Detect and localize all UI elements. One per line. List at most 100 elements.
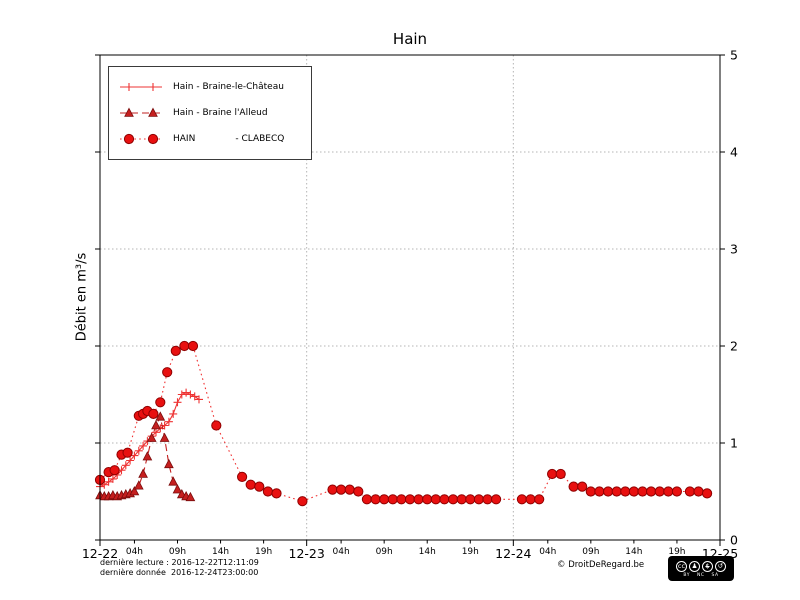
cc-license-badge[interactable]: cc ♟ $ ↺ BY NC SA [668,556,734,581]
x-major-tick-label: 12-24 [495,546,531,561]
circle-marker [262,486,273,497]
circle-marker [123,133,135,145]
circle-marker [568,481,579,492]
x-minor-tick-label: 09h [169,547,186,557]
circle-marker [516,494,528,505]
circle-marker [430,494,441,505]
circle-marker [336,484,347,495]
circle-marker [473,494,484,505]
circle-marker [482,494,493,505]
legend-item: Hain - Braine-le-Château [118,74,302,100]
x-minor-tick-label: 09h [582,547,599,557]
x-minor-tick-label: 19h [255,547,272,557]
circle-marker [396,494,407,505]
triangle-marker [138,468,148,478]
circle-marker [654,486,665,497]
circle-marker [646,486,657,497]
circle-marker [254,481,265,492]
triangle-marker [168,476,179,486]
circle-marker [327,484,338,495]
circle-marker [147,133,159,145]
triangle-marker [148,107,158,117]
triangle-marker [164,458,174,469]
circle-marker [122,447,133,458]
cc-icon: cc [676,560,687,572]
legend-key-triangle-line [120,107,162,117]
triangle-marker [151,420,161,430]
circle-marker [271,488,282,499]
x-major-tick-label: 12-22 [82,546,118,561]
circle-marker [162,367,173,378]
plus-marker [164,417,173,426]
plus-marker [152,428,160,437]
circle-marker [547,468,558,480]
triangle-marker [185,491,196,502]
y-tick-label: 5 [730,48,738,63]
circle-marker [594,486,605,497]
x-minor-tick-label: 19h [462,547,479,557]
circle-marker [663,486,674,497]
y-tick-label: 0 [730,533,738,548]
plus-marker [139,441,148,450]
plus-marker [126,456,135,465]
circle-marker [585,486,596,497]
legend-label: Hain - Braine-le-Château [173,82,284,92]
plus-marker [104,477,113,486]
plus-marker [121,461,130,470]
circle-marker [245,479,256,490]
x-minor-tick-label: 19h [668,547,685,557]
circle-marker [628,486,640,497]
triangle-marker [133,480,144,490]
x-minor-tick-label: 14h [625,547,642,557]
circle-marker [448,494,459,505]
triangle-marker [159,432,170,442]
circle-marker [155,397,166,408]
legend-label: Hain - Braine l'Alleud [173,108,268,118]
x-minor-tick-label: 04h [126,547,143,557]
plot-frame [99,54,721,541]
legend-item: Hain - Braine l'Alleud [118,100,302,126]
circle-marker [237,471,248,482]
copyright-text: © DroitDeRegard.be [557,560,645,570]
circle-marker [611,486,622,497]
cc-license-labels: BY NC SA [683,573,718,578]
cc-by-label: BY [683,572,691,578]
cc-nc-no-dollar-icon: $ [702,560,713,572]
circle-marker [525,494,536,505]
circle-marker [297,496,308,507]
x-minor-tick-label: 04h [539,547,556,557]
circle-marker [491,494,502,505]
circle-marker [671,486,683,497]
cc-sa-label: SA [711,572,719,578]
plus-marker [173,398,182,407]
plus-marker [182,388,191,397]
series-line-2 [99,345,708,502]
legend-key-circle-line [120,133,162,145]
plus-marker [125,83,133,91]
plus-marker [186,390,195,399]
circle-marker [370,494,381,505]
triangle-marker [124,107,134,117]
circle-marker [413,494,424,505]
circle-marker [361,494,372,505]
circle-marker [422,494,433,505]
triangle-marker [129,486,140,496]
plus-marker [169,409,178,418]
x-major-tick-label: 12-23 [289,546,325,561]
cc-sa-share-alike-icon: ↺ [715,560,726,572]
circle-marker [603,486,614,497]
circle-marker [387,494,398,505]
circle-marker [109,465,120,476]
circle-marker [534,494,545,505]
circle-marker [170,345,181,356]
circle-marker [684,486,696,497]
x-minor-tick-label: 04h [333,547,350,557]
y-tick-label: 3 [730,242,738,257]
circle-marker [379,494,390,505]
cc-by-person-icon: ♟ [689,560,700,572]
x-minor-tick-label: 14h [212,547,229,557]
chart-title: Hain [392,30,428,48]
plus-marker [149,83,157,91]
